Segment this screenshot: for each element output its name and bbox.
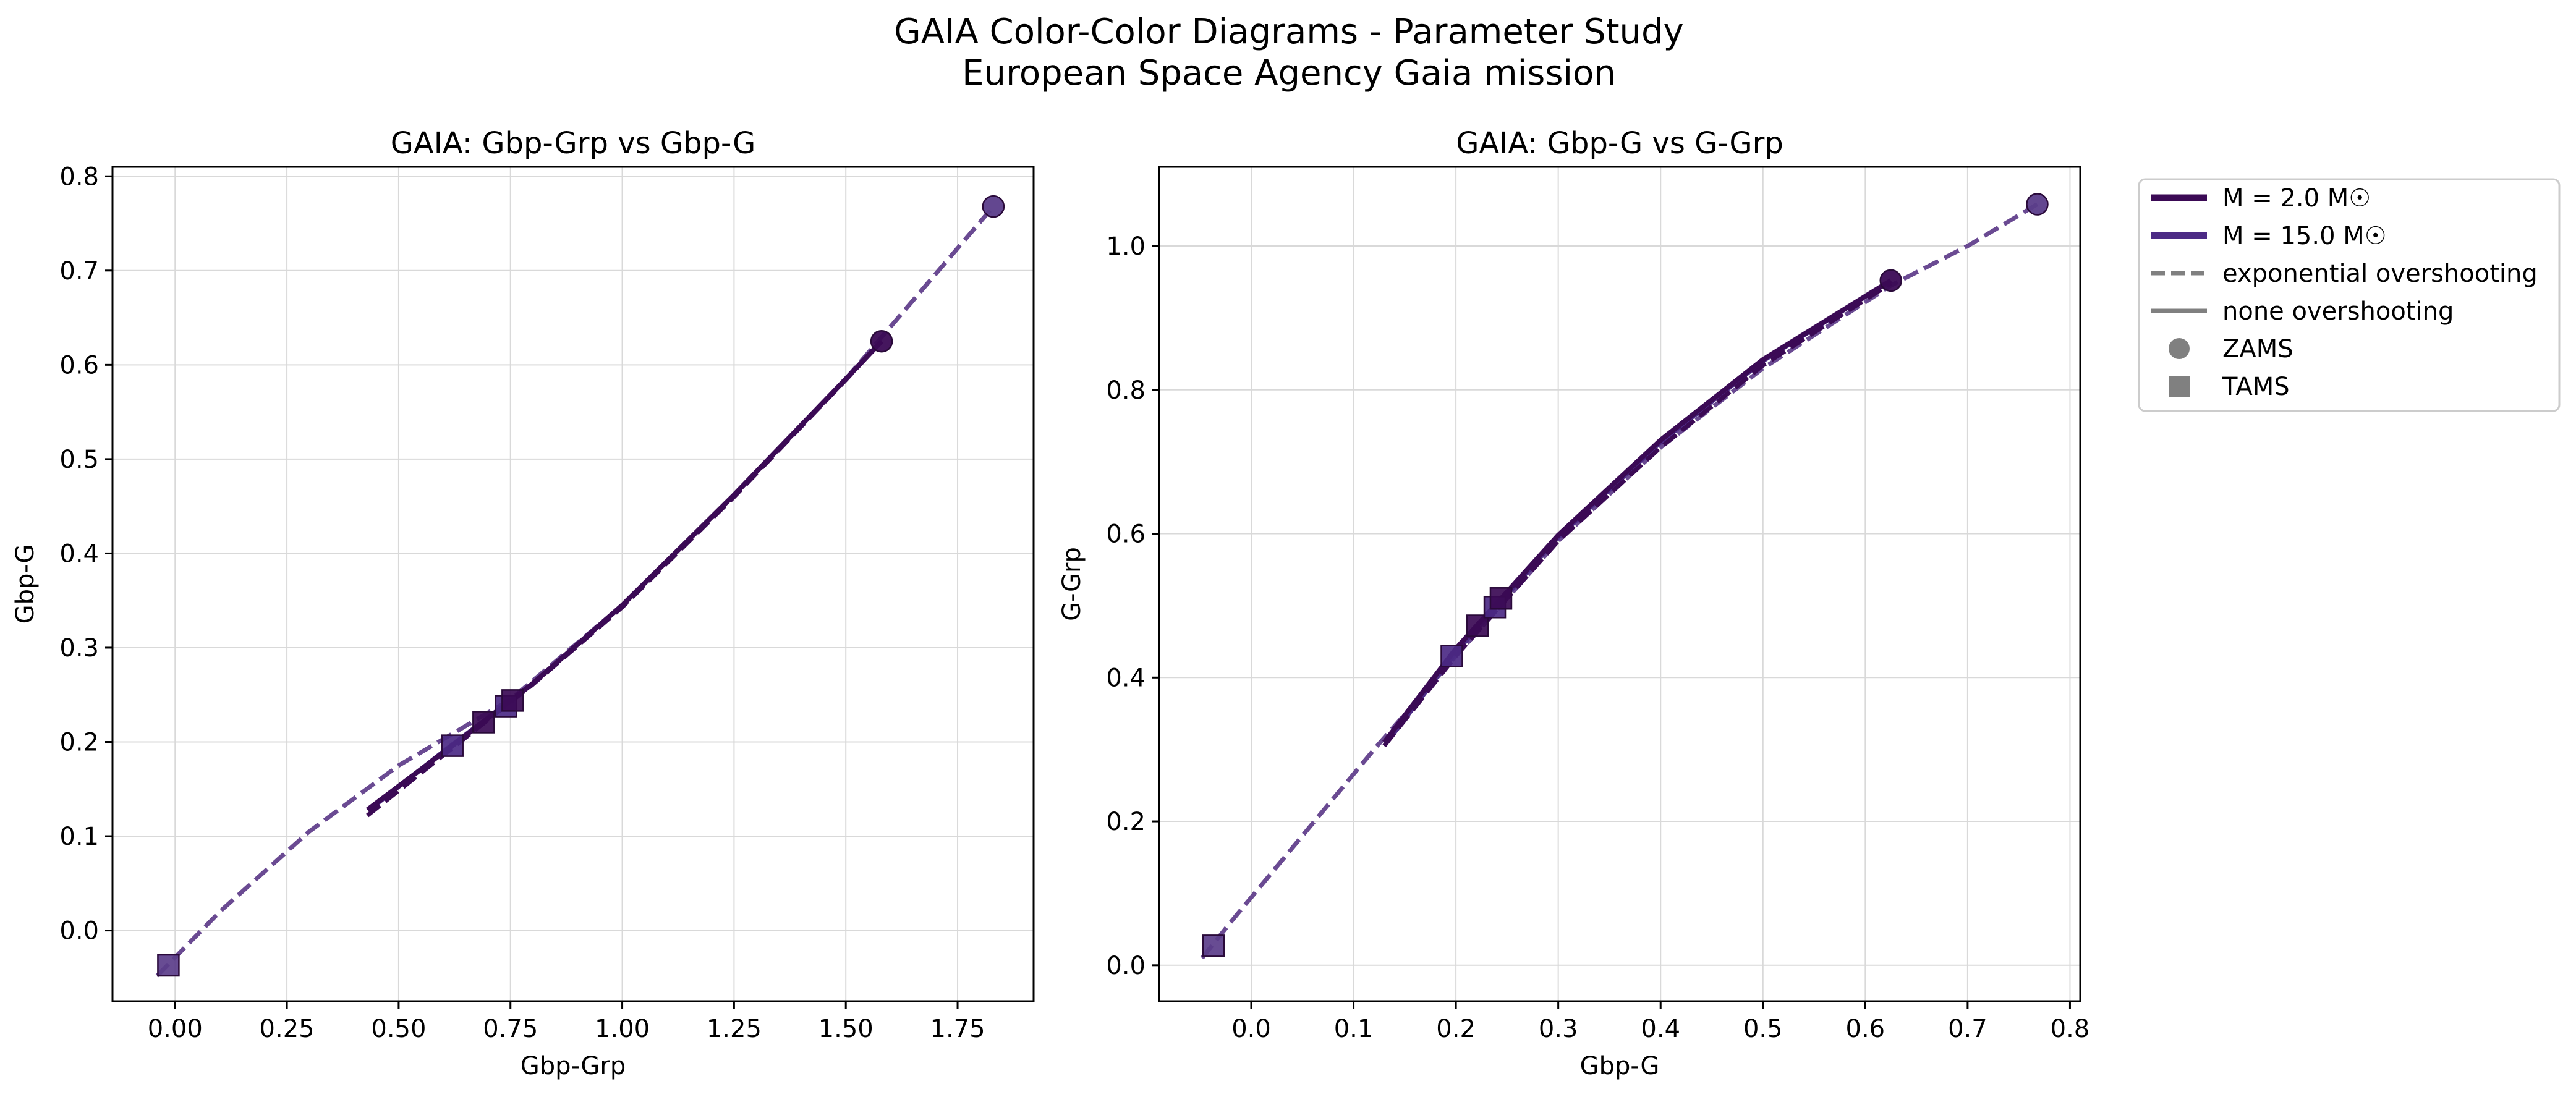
y-tick-label: 1.0: [1106, 232, 1146, 261]
y-tick-label: 0.6: [59, 351, 99, 379]
tams-marker: [472, 711, 495, 734]
x-axis-label: Gbp-G: [1580, 1052, 1660, 1080]
zams-marker: [1879, 269, 1902, 292]
zams-marker: [2026, 193, 2049, 216]
tams-marker: [1440, 645, 1463, 667]
legend-key-zams-4: [2169, 338, 2190, 359]
x-tick-label: 0.50: [371, 1015, 426, 1043]
x-tick-label: 0.25: [260, 1015, 315, 1043]
axes-frame: [1158, 166, 2081, 1002]
y-axis-label: Gbp-G: [11, 544, 40, 624]
x-tick-label: 1.25: [707, 1015, 762, 1043]
legend-key-tams-5: [2169, 376, 2190, 397]
figure-subtitle: European Space Agency Gaia mission: [962, 53, 1616, 93]
x-tick-label: 0.6: [1846, 1015, 1885, 1043]
x-tick-label: 0.3: [1539, 1015, 1578, 1043]
legend: M = 2.0 M☉ M = 15.0 M☉ exponential oversho…: [2138, 178, 2561, 412]
x-tick-label: 0.1: [1334, 1015, 1374, 1043]
x-tick-label: 0.5: [1743, 1015, 1783, 1043]
x-axis-label: Gbp-Grp: [521, 1052, 626, 1080]
y-tick-label: 0.0: [1106, 952, 1146, 980]
chart-panel-left: 0.00 0.25 0.50 0.75 1.00 1.25 1.50 1.75 0.0 0.1 0.…: [11, 126, 1035, 1080]
legend-box: [2138, 178, 2561, 412]
x-tick-label: 0.2: [1436, 1015, 1476, 1043]
zams-marker: [870, 329, 893, 353]
zams-marker: [982, 195, 1005, 218]
tams-marker: [157, 954, 180, 977]
x-tick-label: 0.75: [483, 1015, 538, 1043]
x-tick-label: 0.0: [1231, 1015, 1271, 1043]
axes-frame: [111, 166, 1035, 1002]
plot-area: [1200, 193, 2049, 960]
x-tick-label: 0.00: [148, 1015, 203, 1043]
legend-label: ZAMS: [2222, 335, 2293, 363]
y-tick-label: 0.5: [59, 446, 99, 474]
x-tick-label: 0.8: [2051, 1015, 2090, 1043]
x-tick-label: 0.4: [1641, 1015, 1680, 1043]
legend-label: M = 15.0 M☉: [2222, 222, 2387, 250]
x-tick-label: 1.50: [818, 1015, 874, 1043]
y-tick-label: 0.3: [59, 634, 99, 663]
y-tick-label: 0.8: [1106, 376, 1146, 405]
x-tick-label: 0.7: [1948, 1015, 1987, 1043]
series-line-m2_0-exponential: [1382, 281, 1892, 748]
y-tick-label: 0.8: [59, 163, 99, 191]
x-tick-label: 1.75: [930, 1015, 985, 1043]
chart-panel-right: 0.0 0.1 0.2 0.3 0.4 0.5 0.6 0.7 0.8 0.0 0.2 0.4 0.6 0…: [1058, 126, 2089, 1080]
x-tick-label: 1.00: [595, 1015, 650, 1043]
y-tick-label: 0.1: [59, 823, 99, 851]
y-tick-label: 0.2: [1106, 808, 1146, 836]
y-tick-label: 0.7: [59, 257, 99, 286]
subplot-title: GAIA: Gbp-G vs G-Grp: [1456, 126, 1783, 161]
tams-marker: [1466, 614, 1489, 637]
y-tick-label: 0.6: [1106, 520, 1146, 549]
figure-title: GAIA Color-Color Diagrams - Parameter St…: [894, 12, 1683, 52]
tams-marker: [501, 689, 524, 712]
tams-marker: [441, 734, 464, 757]
tams-marker: [1489, 587, 1513, 610]
y-tick-label: 0.4: [1106, 664, 1146, 692]
subplot-title: GAIA: Gbp-Grp vs Gbp-G: [391, 126, 756, 161]
y-axis-label: G-Grp: [1058, 547, 1086, 621]
tams-marker: [1202, 934, 1225, 957]
y-tick-label: 0.0: [59, 917, 99, 946]
legend-label: TAMS: [2222, 373, 2290, 401]
y-tick-label: 0.2: [59, 729, 99, 757]
series-line-m15_0-exponential: [1200, 202, 2039, 960]
y-tick-label: 0.4: [59, 540, 99, 568]
legend-label: M = 2.0 M☉: [2222, 184, 2371, 213]
legend-label: exponential overshooting: [2222, 260, 2538, 288]
legend-label: none overshooting: [2222, 297, 2454, 326]
plot-area: [155, 195, 1005, 978]
